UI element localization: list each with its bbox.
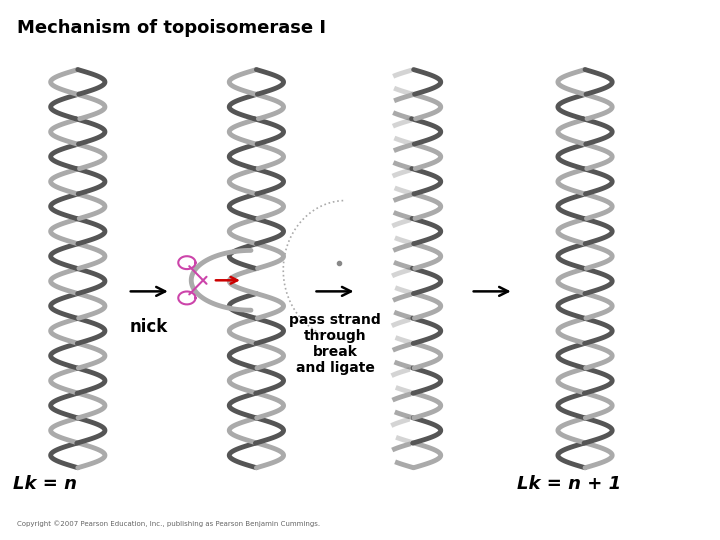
Text: Mechanism of topoisomerase I: Mechanism of topoisomerase I [17, 19, 326, 37]
Text: Copyright ©2007 Pearson Education, Inc., publishing as Pearson Benjamin Cummings: Copyright ©2007 Pearson Education, Inc.,… [17, 521, 320, 527]
Text: Lk = n + 1: Lk = n + 1 [517, 475, 621, 493]
Text: Lk = n: Lk = n [14, 475, 78, 493]
Text: pass strand
through
break
and ligate: pass strand through break and ligate [289, 313, 381, 375]
Text: nick: nick [130, 318, 168, 336]
